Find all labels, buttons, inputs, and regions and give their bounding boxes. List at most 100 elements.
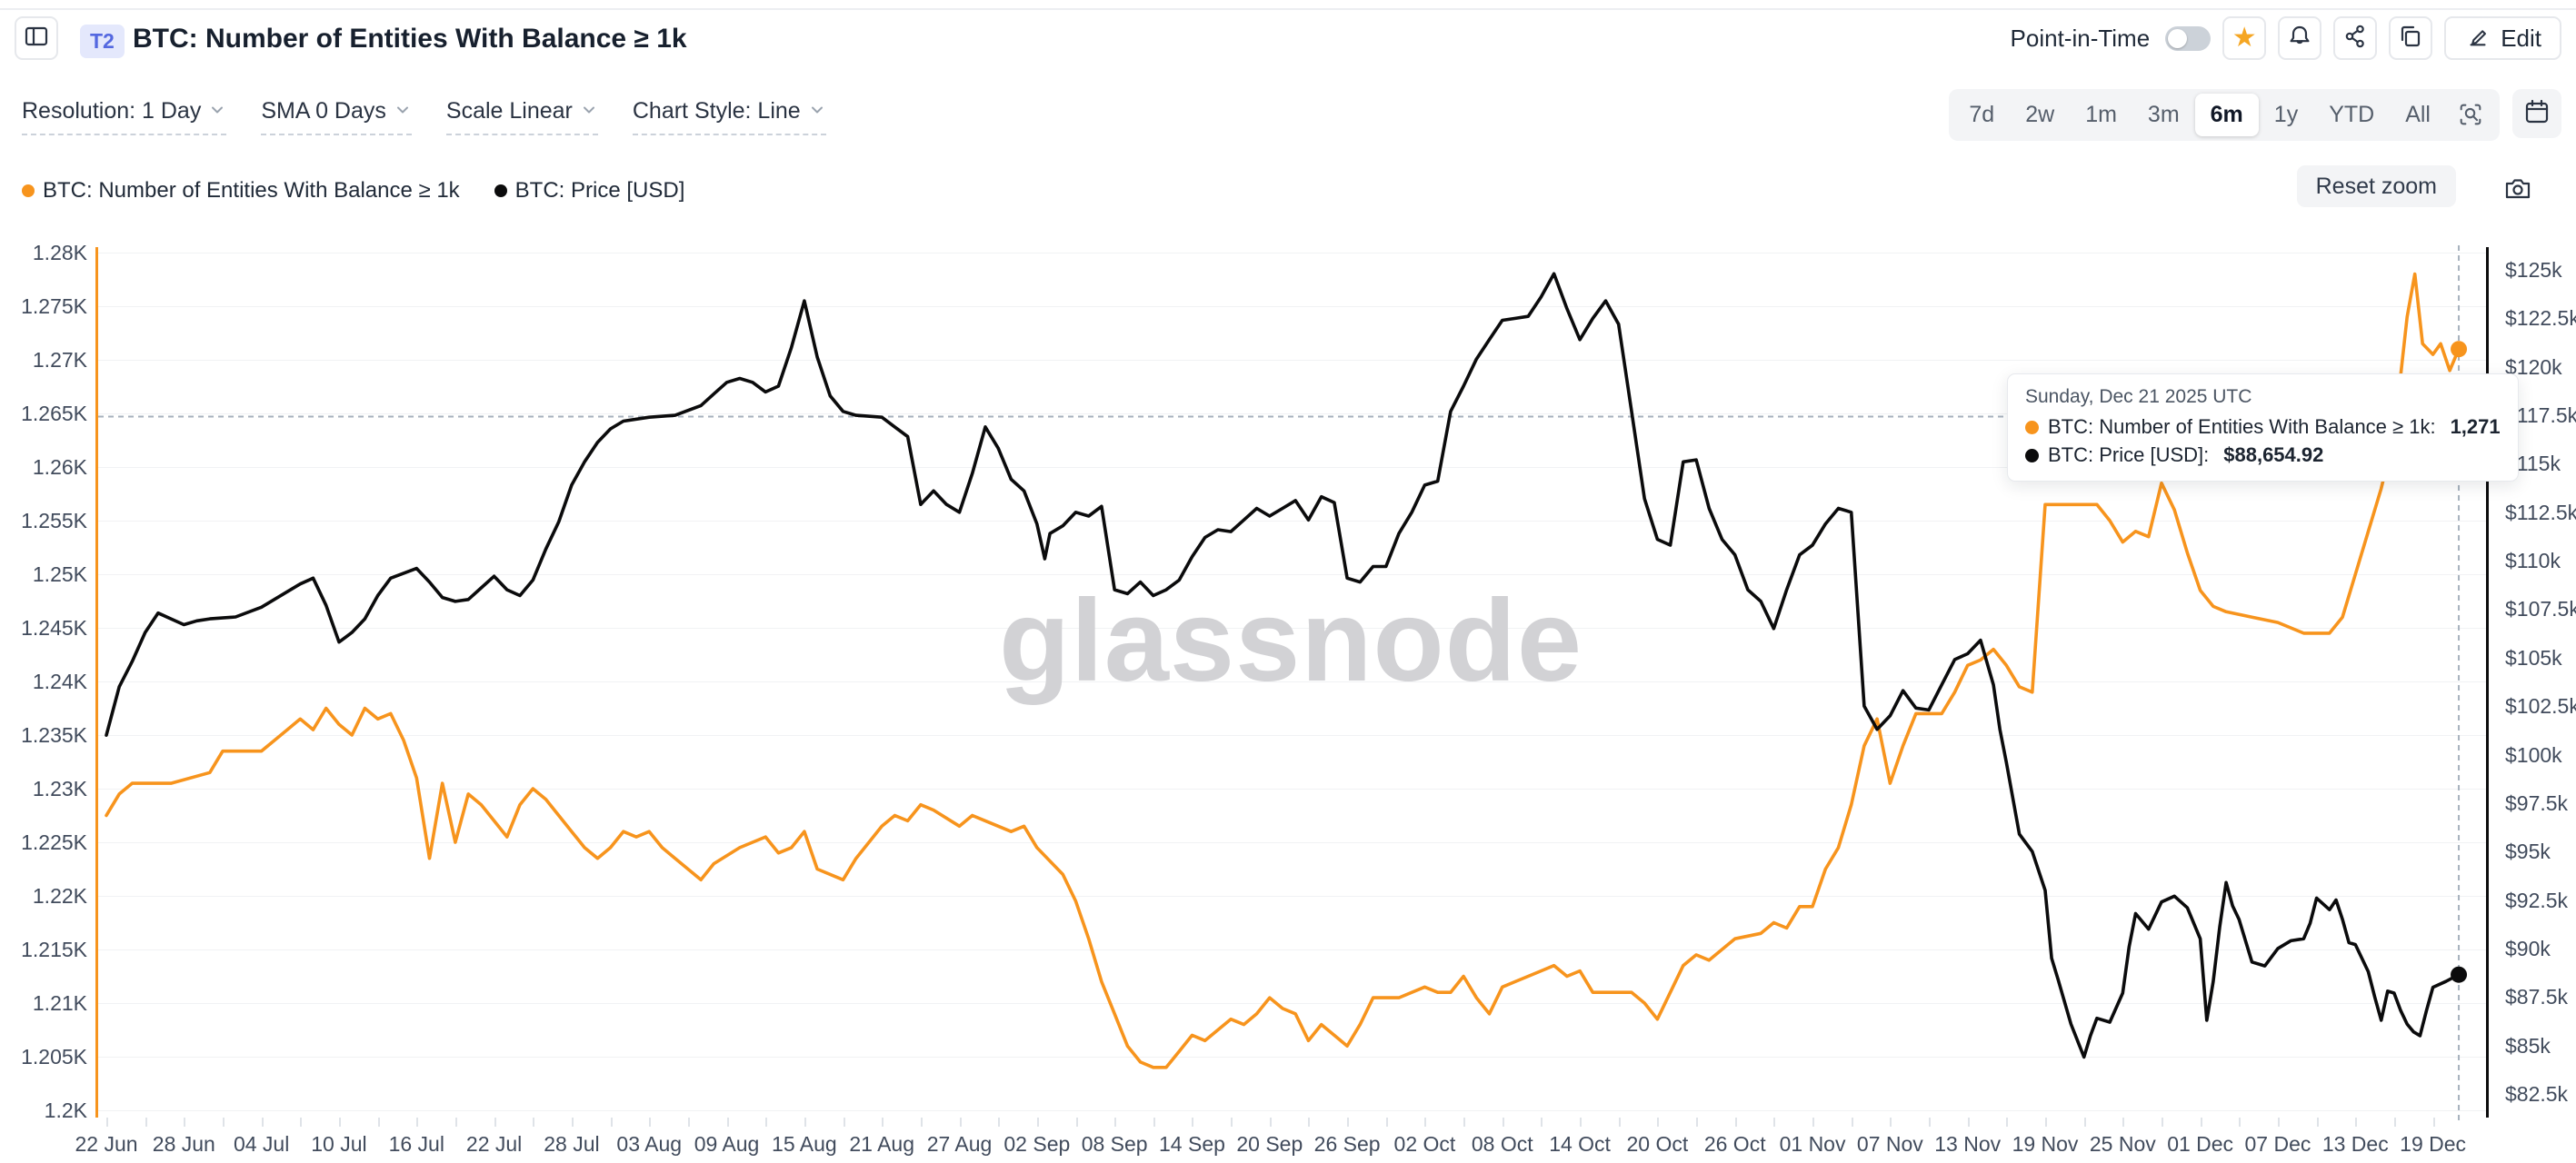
star-icon: ★ bbox=[2232, 23, 2257, 53]
favorite-button[interactable]: ★ bbox=[2222, 16, 2267, 60]
x-axis-tick bbox=[1308, 1118, 1311, 1127]
zoom-select-button[interactable] bbox=[2446, 95, 2495, 134]
left-axis-label: 1.245K bbox=[21, 616, 87, 640]
dropdown-chart-style[interactable]: Chart Style: Line bbox=[632, 96, 826, 135]
point-in-time-label: Point-in-Time bbox=[2010, 24, 2151, 52]
right-axis-label: $110k bbox=[2505, 549, 2561, 573]
series-line-1 bbox=[105, 272, 2461, 1059]
x-axis-tick bbox=[106, 1118, 108, 1127]
copy-icon bbox=[2396, 22, 2425, 55]
x-axis-tick bbox=[1618, 1118, 1621, 1127]
legend-item-0[interactable]: BTC: Number of Entities With Balance ≥ 1… bbox=[22, 178, 460, 204]
x-axis-tick bbox=[998, 1118, 1001, 1127]
legend-item-1[interactable]: BTC: Price [USD] bbox=[494, 178, 685, 204]
x-axis-label: 26 Sep bbox=[1313, 1132, 1381, 1156]
x-axis-tick bbox=[1851, 1118, 1853, 1127]
tooltip-row-0: BTC: Number of Entities With Balance ≥ 1… bbox=[2025, 415, 2501, 439]
point-in-time-toggle[interactable] bbox=[2165, 25, 2212, 51]
right-axis-label: $97.5k bbox=[2505, 790, 2569, 815]
x-axis-label: 10 Jul bbox=[311, 1132, 367, 1156]
range-button-6m[interactable]: 6m bbox=[2194, 94, 2259, 136]
left-axis-label: 1.21K bbox=[32, 991, 87, 1015]
series-end-dot-1 bbox=[2451, 966, 2468, 983]
right-axis-line bbox=[2486, 247, 2489, 1118]
screenshot-button[interactable] bbox=[2501, 173, 2534, 210]
tooltip-row-1: BTC: Price [USD]: $88,654.92 bbox=[2025, 443, 2501, 467]
dropdown-sma-0-days[interactable]: SMA 0 Days bbox=[261, 96, 412, 135]
tooltip-date: Sunday, Dec 21 2025 UTC bbox=[2025, 386, 2252, 407]
copy-button[interactable] bbox=[2389, 16, 2433, 60]
x-axis-tick bbox=[765, 1118, 768, 1127]
gridline bbox=[98, 467, 2487, 468]
x-axis-tick bbox=[261, 1118, 264, 1127]
x-axis-tick bbox=[338, 1118, 341, 1127]
left-axis-label: 1.23K bbox=[32, 777, 87, 800]
x-axis-tick bbox=[1269, 1118, 1272, 1127]
chevron-down-icon bbox=[808, 99, 826, 125]
x-axis-tick bbox=[920, 1118, 923, 1127]
series-end-dot-0 bbox=[2451, 341, 2468, 358]
range-button-1y[interactable]: 1y bbox=[2273, 102, 2299, 127]
gridline bbox=[98, 842, 2487, 843]
legend-label: BTC: Price [USD] bbox=[514, 178, 685, 203]
range-button-3m[interactable]: 3m bbox=[2147, 102, 2180, 127]
x-axis-tick bbox=[1773, 1118, 1776, 1127]
chevron-down-icon bbox=[394, 99, 412, 125]
x-axis-tick bbox=[1502, 1118, 1504, 1127]
x-axis-tick bbox=[1890, 1118, 1892, 1127]
range-button-7d[interactable]: 7d bbox=[1969, 102, 1995, 127]
x-axis-label: 14 Oct bbox=[1549, 1132, 1611, 1156]
left-axis-label: 1.26K bbox=[32, 455, 87, 479]
x-axis-tick bbox=[1657, 1118, 1660, 1127]
pencil-icon bbox=[2464, 22, 2491, 55]
x-axis-tick bbox=[1036, 1118, 1039, 1127]
x-axis-tick bbox=[610, 1118, 613, 1127]
x-axis-label: 02 Sep bbox=[1003, 1132, 1071, 1156]
x-axis-label: 01 Nov bbox=[1779, 1132, 1846, 1156]
x-axis-label: 21 Aug bbox=[849, 1132, 914, 1156]
range-button-ytd[interactable]: YTD bbox=[2329, 102, 2375, 127]
x-axis-tick bbox=[1580, 1118, 1583, 1127]
x-axis-tick bbox=[2432, 1118, 2435, 1127]
x-axis-tick bbox=[804, 1118, 806, 1127]
x-axis-label: 07 Nov bbox=[1856, 1132, 1923, 1156]
x-axis-label: 13 Dec bbox=[2321, 1132, 2389, 1156]
right-axis-label: $92.5k bbox=[2505, 888, 2569, 912]
dropdown-scale-linear[interactable]: Scale Linear bbox=[445, 96, 598, 135]
gridline bbox=[98, 628, 2487, 629]
reset-zoom-button[interactable]: Reset zoom bbox=[2296, 165, 2456, 207]
x-axis-label: 14 Sep bbox=[1159, 1132, 1225, 1156]
right-axis-label: $102.5k bbox=[2505, 694, 2576, 719]
x-axis-tick bbox=[1424, 1118, 1427, 1127]
range-button-2w[interactable]: 2w bbox=[2025, 102, 2055, 127]
x-axis-tick bbox=[2239, 1118, 2242, 1127]
x-axis-tick bbox=[454, 1118, 457, 1127]
x-axis-label: 27 Aug bbox=[926, 1132, 993, 1156]
x-axis-tick bbox=[533, 1118, 535, 1127]
tooltip-series-value: $88,654.92 bbox=[2223, 443, 2324, 466]
date-picker-button[interactable] bbox=[2512, 89, 2561, 138]
sidebar-toggle-button[interactable] bbox=[15, 16, 58, 60]
alert-button[interactable] bbox=[2278, 16, 2322, 60]
gridline bbox=[98, 521, 2487, 522]
left-axis-label: 1.25K bbox=[32, 562, 87, 586]
right-axis-label: $125k bbox=[2505, 258, 2562, 282]
legend-label: BTC: Number of Entities With Balance ≥ 1… bbox=[43, 178, 460, 203]
edit-button[interactable]: Edit bbox=[2444, 16, 2561, 60]
dropdown-label: Resolution: 1 Day bbox=[22, 97, 202, 124]
x-axis-label: 19 Dec bbox=[2400, 1132, 2467, 1156]
x-axis-tick bbox=[1812, 1118, 1815, 1127]
range-button-all[interactable]: All bbox=[2405, 102, 2431, 127]
range-button-1m[interactable]: 1m bbox=[2085, 102, 2117, 127]
x-axis-tick bbox=[1967, 1118, 1970, 1127]
range-toolbar: 7d 2w 1m 3m 6m 1y YTD All bbox=[1949, 89, 2561, 141]
dropdown-label: Scale Linear bbox=[445, 97, 573, 124]
x-axis-tick bbox=[2083, 1118, 2086, 1127]
share-button[interactable] bbox=[2333, 16, 2378, 60]
x-axis-tick bbox=[649, 1118, 652, 1127]
dropdown-resolution[interactable]: Resolution: 1 Day bbox=[22, 96, 227, 135]
x-axis-tick bbox=[1541, 1118, 1543, 1127]
x-axis-tick bbox=[2045, 1118, 2047, 1127]
gridline bbox=[98, 896, 2487, 897]
